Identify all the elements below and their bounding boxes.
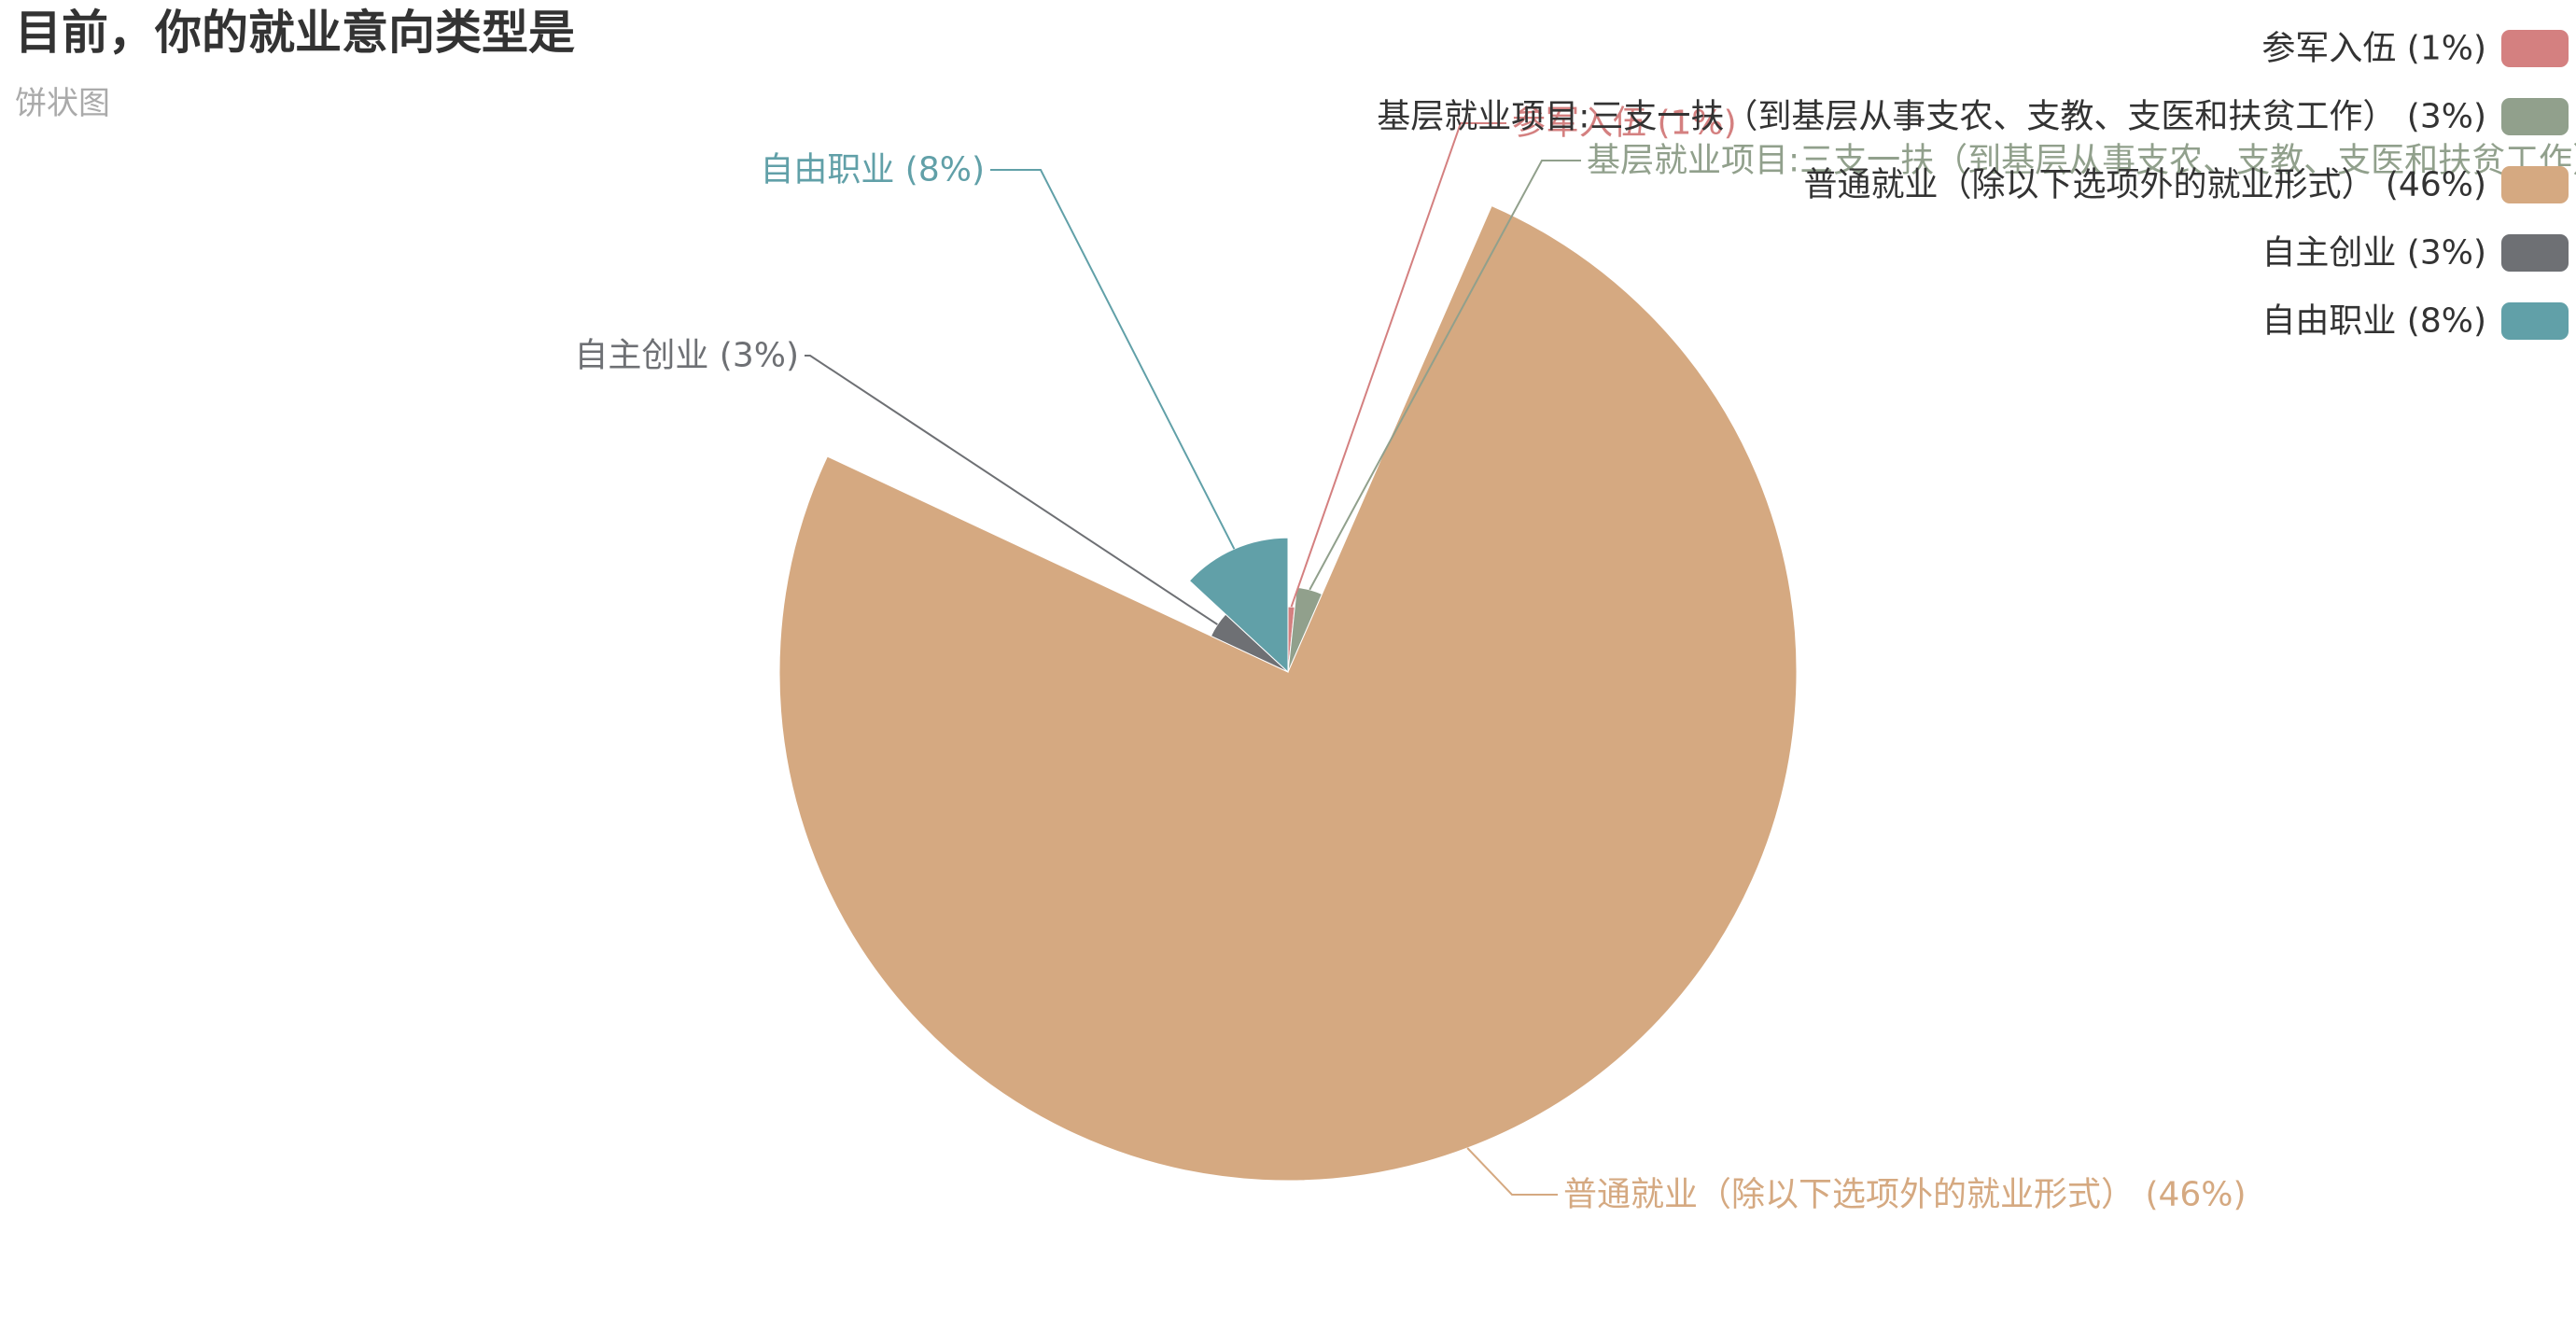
leader-line-1 (1309, 160, 1581, 591)
slice-label-4: 自由职业 (8%) (760, 151, 985, 189)
legend-item-1[interactable]: 基层就业项目:三支一扶（到基层从事支农、支教、支医和扶贫工作） (3%) (1377, 98, 2486, 136)
slice-label-3: 自主创业 (3%) (574, 337, 799, 375)
legend-swatch-0[interactable] (2501, 30, 2569, 67)
legend-swatch-3[interactable] (2501, 234, 2569, 272)
slice-label-0: 参军入伍 (1%) (1512, 105, 1737, 143)
leader-line-0 (1290, 122, 1506, 608)
legend: 参军入伍 (1%)基层就业项目:三支一扶（到基层从事支农、支教、支医和扶贫工作）… (1377, 30, 2569, 341)
leader-line-2 (1466, 1147, 1558, 1196)
legend-swatch-1[interactable] (2501, 98, 2569, 135)
legend-item-0[interactable]: 参军入伍 (1%) (2261, 30, 2486, 68)
pie-labels: 参军入伍 (1%)基层就业项目:三支一扶（到基层从事支农、支教、支医和扶贫工作）… (574, 105, 2576, 1214)
slice-label-1: 基层就业项目:三支一扶（到基层从事支农、支教、支医和扶贫工作） (3%) (1587, 142, 2576, 180)
chart-title: 目前，你的就业意向类型是 (15, 6, 575, 60)
chart-subtitle: 饼状图 (15, 85, 110, 122)
legend-item-4[interactable]: 自由职业 (8%) (2261, 302, 2486, 341)
legend-item-3[interactable]: 自主创业 (3%) (2261, 234, 2486, 273)
legend-item-2[interactable]: 普通就业（除以下选项外的就业形式） (46%) (1803, 166, 2486, 204)
leader-line-4 (990, 169, 1236, 550)
legend-swatch-4[interactable] (2501, 302, 2569, 340)
leader-line-3 (805, 355, 1218, 625)
legend-swatch-2[interactable] (2501, 166, 2569, 203)
slice-label-2: 普通就业（除以下选项外的就业形式） (46%) (1563, 1176, 2247, 1214)
pie-slices (778, 204, 1798, 1182)
pie-slice-2[interactable] (778, 204, 1798, 1182)
